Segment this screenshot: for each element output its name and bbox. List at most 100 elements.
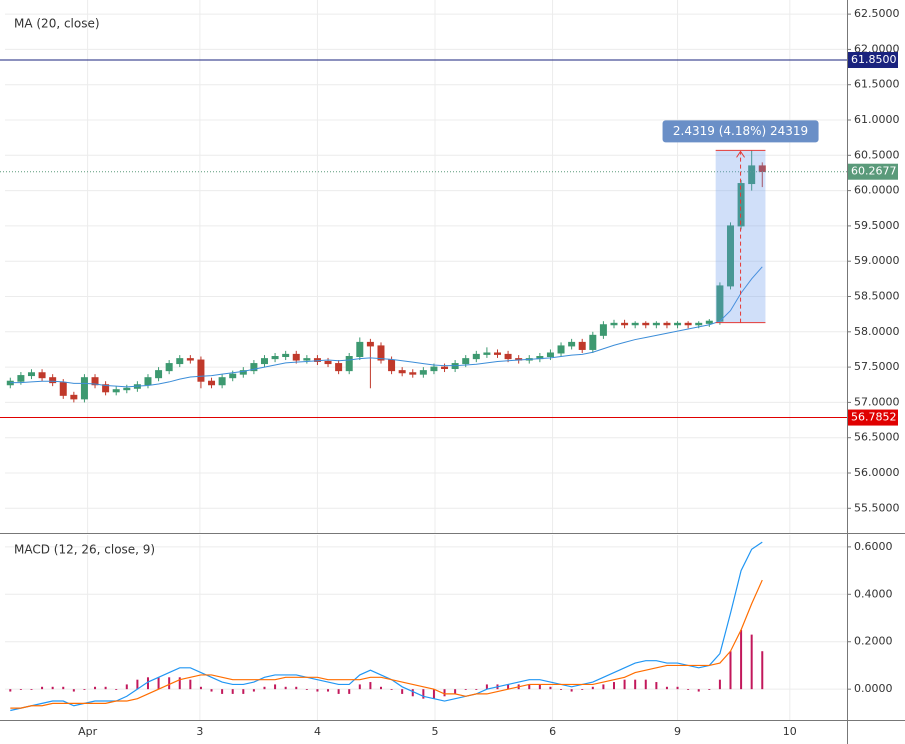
x-tick-label: Apr xyxy=(78,725,98,738)
macd-line xyxy=(10,541,763,712)
candle-body xyxy=(102,384,110,393)
candle-body xyxy=(335,363,343,372)
histogram-bar xyxy=(422,689,425,699)
moving-average-line xyxy=(10,266,763,388)
histogram-bar xyxy=(623,679,626,690)
histogram-bar xyxy=(655,682,658,690)
candle-body xyxy=(186,358,194,361)
candle-body xyxy=(345,356,353,372)
candle-body xyxy=(419,370,427,375)
price-label: 61.8500 xyxy=(851,53,897,66)
y-tick-label: 60.5000 xyxy=(854,148,900,161)
candle-body xyxy=(684,322,692,326)
histogram-bar xyxy=(729,651,732,690)
candle-body xyxy=(599,324,607,336)
candle-body xyxy=(356,341,364,358)
price-label-box xyxy=(848,52,898,69)
x-tick-label: 9 xyxy=(674,725,681,738)
candle-body xyxy=(123,387,131,391)
candle-body xyxy=(303,358,311,361)
histogram-bar xyxy=(337,689,340,694)
candle-body xyxy=(282,353,290,358)
histogram-bar xyxy=(327,689,330,692)
candle-body xyxy=(112,389,120,393)
candle-body xyxy=(546,352,554,358)
x-tick-label: 10 xyxy=(783,725,797,738)
candle-body xyxy=(271,356,279,360)
y-tick-label: 58.0000 xyxy=(854,325,900,338)
histogram-bar xyxy=(464,689,467,690)
candle-body xyxy=(388,359,396,372)
macd-panel-title: MACD (12, 26, close, 9) xyxy=(14,543,155,557)
histogram-bar xyxy=(443,689,446,697)
histogram-bar xyxy=(274,684,277,690)
histogram-bar xyxy=(115,689,118,690)
histogram-bar xyxy=(507,684,510,690)
last-price-box xyxy=(848,163,898,180)
overlays: Apr 3 4 5 6 9 10 61.8500 56.7852 60.2677 2.4319 (4… xyxy=(0,52,898,738)
y-tick-label: 58.5000 xyxy=(854,290,900,303)
candle-body xyxy=(17,375,25,382)
histogram-bar xyxy=(687,689,690,690)
measure-label: 2.4319 (4.18%) 24319 xyxy=(673,124,808,138)
histogram-bar xyxy=(189,679,192,690)
histogram-bar xyxy=(83,689,86,690)
candle-body xyxy=(260,358,268,365)
y-tick-label: 59.5000 xyxy=(854,219,900,232)
candle-body xyxy=(208,380,216,386)
histogram-bar xyxy=(178,677,181,690)
macd-line xyxy=(10,579,763,709)
histogram-bar xyxy=(665,686,668,690)
y-tick-label: 56.0000 xyxy=(854,466,900,479)
histogram-bar xyxy=(358,684,361,690)
x-tick-label: 5 xyxy=(432,725,439,738)
histogram-bar xyxy=(348,689,351,694)
histogram-bar xyxy=(454,689,457,694)
histogram-bar xyxy=(432,689,435,699)
measure-label-box xyxy=(662,120,819,143)
histogram-bar xyxy=(41,686,44,690)
histogram-bar xyxy=(634,679,637,690)
candle-body xyxy=(165,363,173,372)
y-tick-label: 57.5000 xyxy=(854,360,900,373)
candle-body xyxy=(504,353,512,360)
histogram-bar xyxy=(538,684,541,690)
histogram-bar xyxy=(528,684,531,690)
histogram-bar xyxy=(591,686,594,690)
candle-body xyxy=(674,322,682,326)
candle-body xyxy=(70,394,78,400)
candle-body xyxy=(472,353,480,360)
histogram-bar xyxy=(168,677,171,690)
y-tick-label: 0.6000 xyxy=(854,540,893,553)
candle-body xyxy=(59,382,67,396)
candle-body xyxy=(493,352,501,355)
candle-body xyxy=(430,366,438,372)
histogram-bar xyxy=(30,689,33,690)
histogram-bar xyxy=(199,686,202,690)
histogram-bar xyxy=(157,677,160,690)
candle-body xyxy=(409,372,417,375)
candle-body xyxy=(324,360,332,365)
histogram-bar xyxy=(676,686,679,690)
histogram-bar xyxy=(136,679,139,690)
histogram-bar xyxy=(761,651,764,690)
candle-body xyxy=(377,345,385,361)
x-tick-label: 3 xyxy=(196,725,203,738)
candle-body xyxy=(250,363,258,372)
histogram-bar xyxy=(94,686,97,690)
y-tick-label: 0.2000 xyxy=(854,635,893,648)
candle-body xyxy=(80,377,88,400)
candle-body xyxy=(229,373,237,379)
y-tick-label: 62.5000 xyxy=(854,7,900,20)
candle-body xyxy=(292,353,300,361)
histogram-bar xyxy=(644,679,647,690)
candle-body xyxy=(589,334,597,350)
histogram-bar xyxy=(19,689,22,690)
histogram-bar xyxy=(51,686,54,690)
candle-body xyxy=(695,322,703,326)
candle-body xyxy=(91,377,99,386)
histogram-bar xyxy=(485,684,488,690)
y-tick-label: 55.5000 xyxy=(854,501,900,514)
y-tick-label: 0.4000 xyxy=(854,587,893,600)
